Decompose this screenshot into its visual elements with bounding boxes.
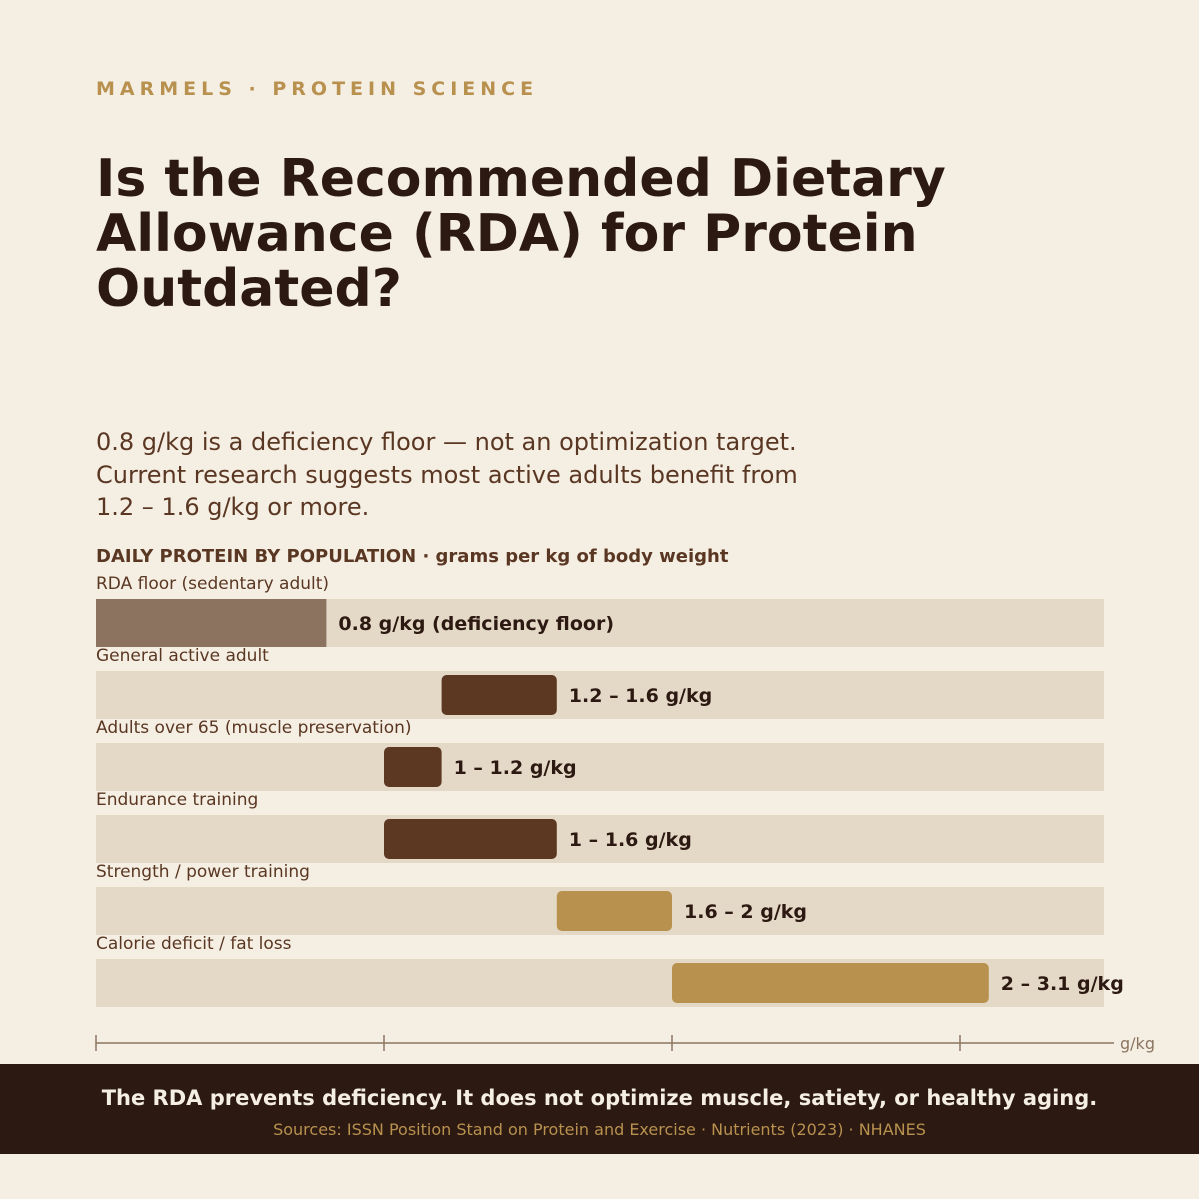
footer-sources: Sources: ISSN Position Stand on Protein …	[273, 1120, 926, 1139]
range-value-label: 1 – 1.6 g/kg	[569, 829, 692, 851]
brand-eyebrow: MARMELS · PROTEIN SCIENCE	[96, 78, 539, 100]
row-category-label: General active adult	[96, 646, 269, 666]
lede-line-2: Current research suggests most active ad…	[96, 460, 798, 489]
row-category-label: RDA floor (sedentary adult)	[96, 574, 329, 594]
x-axis-unit-label: g/kg	[1120, 1034, 1155, 1053]
footer-banner: The RDA prevents deficiency. It does not…	[0, 1064, 1199, 1154]
protein-range-chart: RDA floor (sedentary adult) 0.8 g/kg (def…	[95, 574, 1155, 1053]
bar-track	[96, 671, 1104, 719]
footer-takeaway: The RDA prevents deficiency. It does not…	[101, 1086, 1098, 1110]
range-bar	[96, 599, 327, 647]
range-bar	[384, 819, 557, 859]
range-value-label: 2 – 3.1 g/kg	[1001, 973, 1124, 995]
row-category-label: Adults over 65 (muscle preservation)	[96, 718, 412, 738]
bar-track	[96, 743, 1104, 791]
range-bar	[672, 963, 989, 1003]
range-bar	[441, 675, 557, 715]
range-bar	[556, 891, 672, 931]
bar-track	[96, 815, 1104, 863]
range-value-label: 0.8 g/kg (deficiency floor)	[338, 613, 614, 635]
row-category-label: Endurance training	[96, 790, 258, 810]
range-value-label: 1.2 – 1.6 g/kg	[569, 685, 712, 707]
chart-heading: DAILY PROTEIN BY POPULATION · grams per …	[96, 546, 729, 567]
lede-line-3: 1.2 – 1.6 g/kg or more.	[96, 493, 370, 521]
row-category-label: Calorie deficit / fat loss	[96, 934, 292, 954]
page-title: Is the Recommended Dietary Allowance (RD…	[96, 149, 946, 319]
range-value-label: 1.6 – 2 g/kg	[684, 901, 807, 923]
range-bar	[384, 747, 442, 787]
lede-line-1: 0.8 g/kg is a deficiency floor — not an …	[96, 428, 797, 456]
range-value-label: 1 – 1.2 g/kg	[454, 757, 577, 779]
row-category-label: Strength / power training	[96, 862, 310, 882]
lede-paragraph: 0.8 g/kg is a deficiency floor — not an …	[96, 426, 996, 524]
